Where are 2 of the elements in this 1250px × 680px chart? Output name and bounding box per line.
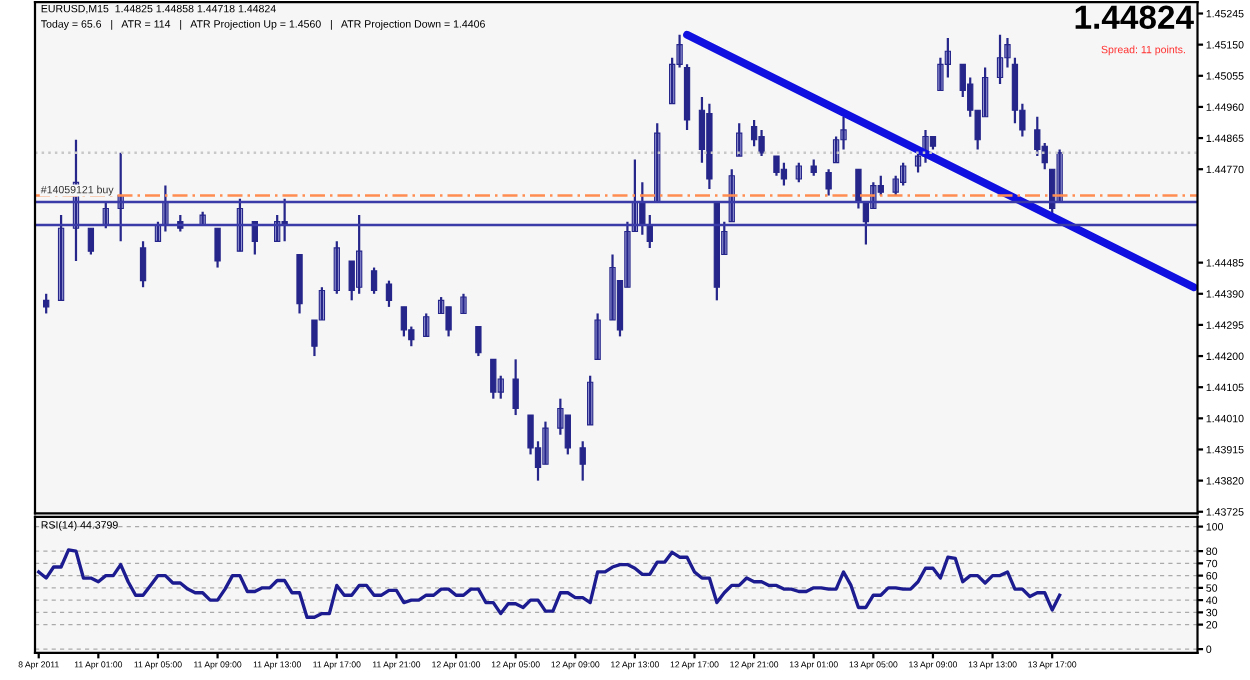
line-series <box>37 548 1062 619</box>
annotation: 1.44824 <box>1075 5 1194 30</box>
